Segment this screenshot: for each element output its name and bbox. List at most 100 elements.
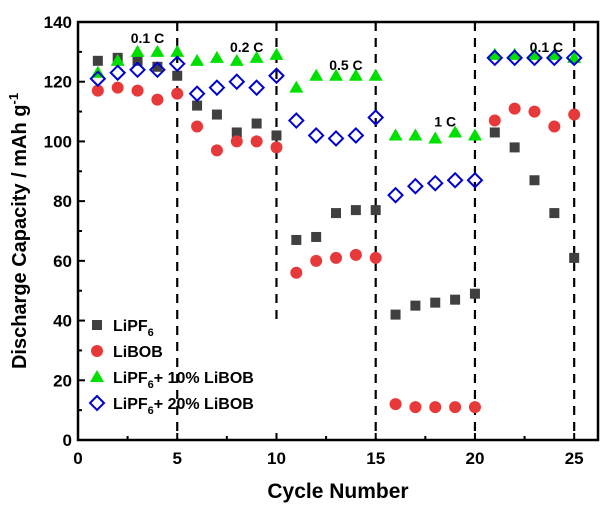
rate-annotation: 1 C [434,114,456,130]
data-point-diamond-open [208,79,226,97]
data-point-square [132,55,143,66]
data-point-circle [508,102,521,115]
data-point-circle [111,81,124,94]
x-tick-label: 20 [465,449,484,468]
data-point-triangle [229,53,244,66]
data-point-circle [210,144,223,157]
data-point-diamond-open [446,171,464,189]
data-point-square [350,205,361,216]
data-point-diamond-open [327,130,345,147]
data-point-circle [91,84,104,97]
data-point-square [152,61,163,72]
y-tick-label: 60 [53,252,72,271]
data-point-square [251,118,262,129]
data-point-triangle [110,53,125,66]
data-point-square [549,208,560,219]
data-point-square [450,294,461,305]
data-point-diamond-open [406,177,424,195]
y-tick-label: 120 [44,73,72,92]
data-point-triangle [368,68,383,81]
legend-label: LiPF6 [113,318,154,339]
data-point-circle [369,251,382,264]
data-point-triangle [329,68,344,81]
data-point-circle [131,84,144,97]
legend-label: LiBOB [113,344,163,361]
data-point-triangle [467,128,482,141]
data-point-triangle [547,47,562,60]
x-tick-label: 5 [173,449,182,468]
data-point-triangle [428,131,443,144]
legend-marker-circle [91,345,103,357]
rate-annotation: 0.5 C [329,57,362,73]
data-point-diamond-open [486,49,504,67]
data-point-diamond-open [387,186,404,204]
y-tick-label: 0 [63,431,72,450]
data-point-circle [568,108,581,121]
data-point-circle [250,135,263,148]
x-tick-label: 0 [73,449,82,468]
data-point-triangle [130,44,145,57]
data-point-diamond-open [526,49,543,67]
data-point-circle [330,251,343,264]
data-point-circle [449,401,462,414]
legend-marker-square [92,320,102,330]
data-point-circle [429,401,442,414]
data-point-triangle [170,44,185,57]
legend-item: LiPF6+ 10% LiBOB [90,370,254,391]
data-point-triangle [309,68,324,81]
data-point-diamond-open [307,127,325,144]
data-point-triangle [567,50,582,63]
data-point-diamond-open [109,64,127,82]
data-point-square [569,252,580,263]
data-point-triangle [388,128,403,141]
data-point-diamond-open [426,174,444,192]
data-point-circle [349,248,362,261]
data-point-diamond-open [367,109,385,126]
data-point-square [231,127,242,138]
data-point-circle [528,105,541,118]
rate-annotation: 0.1 C [530,39,563,55]
y-tick-label: 100 [44,132,72,151]
legend-label: LiPF6+ 20% LiBOB [113,396,254,417]
data-point-diamond-open [89,70,107,88]
data-point-diamond-open [565,49,583,67]
data-point-triangle [487,47,502,60]
data-point-diamond-open [287,112,305,129]
legend-marker-triangle [90,370,104,382]
y-tick-label: 20 [53,371,72,390]
data-point-circle [270,141,283,154]
data-point-diamond-open [148,61,166,79]
data-point-diamond-open [268,67,285,85]
y-tick-label: 40 [53,312,72,331]
data-point-diamond-open [248,79,266,97]
data-point-circle [488,114,501,127]
data-point-square [172,70,183,81]
data-point-circle [548,120,561,133]
y-axis-label: Discharge Capacity / mAh g-1 [6,93,31,369]
data-point-triangle [348,68,363,81]
data-point-square [291,234,302,245]
data-point-triangle [249,50,264,63]
x-tick-label: 25 [565,449,584,468]
data-point-triangle [527,47,542,60]
data-point-square [390,309,401,320]
data-point-triangle [269,47,284,60]
legend-marker-diamond-open [88,394,106,412]
legend-item: LiBOB [91,344,163,361]
data-point-diamond-open [347,127,365,144]
data-point-square [211,109,222,120]
data-point-circle [389,398,402,411]
data-point-circle [191,120,204,133]
data-point-circle [409,401,422,414]
data-point-triangle [209,50,224,63]
data-point-diamond-open [466,171,484,189]
y-tick-label: 80 [53,192,72,211]
data-point-square [271,130,282,141]
data-point-triangle [150,44,165,57]
y-tick-label: 140 [44,13,72,32]
data-point-square [370,205,381,216]
data-point-diamond-open [228,73,246,91]
data-point-circle [151,93,164,106]
data-point-circle [290,266,303,279]
